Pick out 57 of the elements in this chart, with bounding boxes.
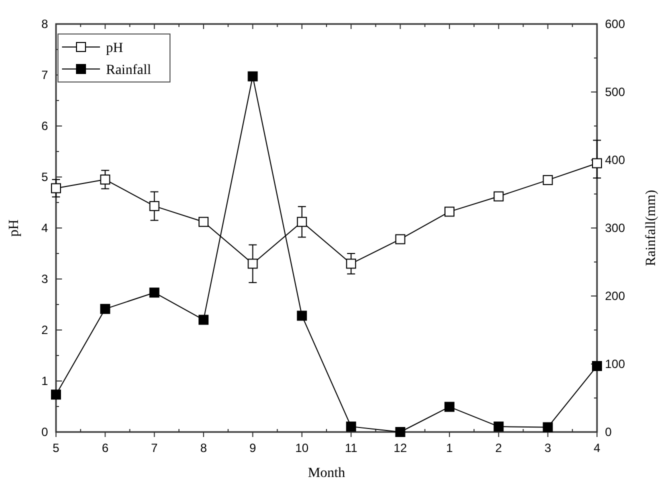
x-tick-label: 2 (495, 441, 502, 455)
y-tick-label: 2 (41, 323, 48, 338)
point (346, 258, 356, 269)
point (494, 422, 504, 432)
point (51, 183, 61, 194)
y-tick-label: 0 (41, 425, 48, 440)
point (248, 71, 258, 82)
x-tick-label: 10 (295, 441, 309, 455)
x-tick-label: 3 (544, 441, 552, 455)
point (100, 174, 110, 185)
legend-label: Rainfall (106, 62, 152, 78)
x-tick-label: 11 (344, 441, 358, 455)
point (296, 310, 307, 321)
y2-tick-label: 200 (605, 289, 626, 304)
point (346, 422, 356, 432)
point (592, 158, 602, 168)
point (444, 206, 454, 217)
y2-tick-label: 500 (605, 85, 626, 100)
legend-label: pH (106, 40, 124, 56)
y2-tick-label: 600 (605, 17, 626, 32)
y2-axis-title: Rainfall(mm) (644, 190, 659, 266)
x-axis-title: Month (308, 466, 346, 481)
y2-tick-label: 0 (605, 425, 612, 440)
point (149, 288, 160, 298)
y2-tick-label: 300 (605, 221, 626, 236)
point (100, 304, 110, 314)
y-tick-label: 5 (41, 170, 48, 184)
x-tick-label: 6 (102, 441, 109, 455)
x-tick-label: 12 (394, 441, 408, 455)
point (444, 402, 454, 412)
point (149, 201, 160, 212)
point (198, 314, 209, 325)
y-tick-label: 6 (41, 119, 48, 134)
point (592, 361, 602, 372)
y-tick-label: 8 (41, 17, 48, 32)
x-tick-label: 1 (446, 441, 454, 455)
point (248, 258, 258, 269)
point (296, 216, 307, 227)
y-tick-label: 7 (41, 68, 48, 82)
point (395, 427, 406, 437)
point (198, 216, 209, 227)
x-tick-label: 8 (200, 441, 208, 455)
x-tick-label: 7 (151, 441, 158, 455)
y2-tick-label: 100 (605, 357, 626, 372)
x-tick-label: 5 (52, 441, 60, 455)
point (51, 390, 61, 400)
y-tick-label: 3 (41, 272, 48, 286)
x-tick-label: 4 (594, 441, 601, 455)
point (542, 422, 553, 432)
point (494, 191, 504, 202)
point (542, 175, 553, 186)
y-tick-label: 4 (41, 221, 48, 236)
y2-tick-label: 400 (605, 153, 626, 168)
y-axis-title: pH (7, 219, 22, 237)
x-tick-label: 9 (249, 441, 256, 455)
y-tick-label: 1 (41, 374, 48, 388)
point (395, 234, 406, 244)
